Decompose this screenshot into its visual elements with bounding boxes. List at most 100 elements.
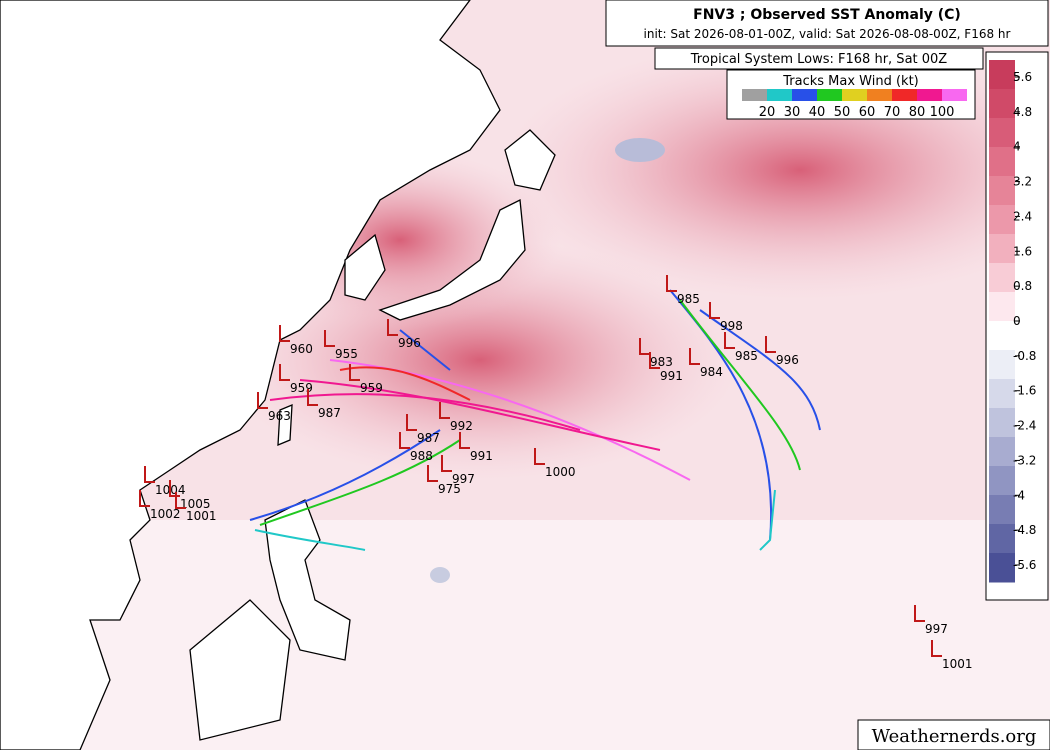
- colorbar-label: 1.6: [1013, 244, 1032, 258]
- anomaly-cool: [615, 138, 665, 162]
- korea: [344, 233, 386, 301]
- low-marker: [724, 332, 735, 349]
- low-label: 988: [410, 449, 433, 463]
- low-marker: [399, 432, 410, 449]
- low-marker: [324, 330, 335, 347]
- wind-label: 40: [809, 105, 826, 120]
- wind-swatch: [917, 89, 942, 101]
- wind-legend: 20 30 40 50 60 70 80 100: [742, 89, 967, 120]
- philippines: [264, 499, 351, 661]
- colorbar-swatch: [989, 176, 1015, 206]
- low-marker: [144, 466, 155, 483]
- low-label: 985: [735, 349, 758, 363]
- low-label: 1001: [942, 657, 973, 671]
- low-label: 998: [720, 319, 743, 333]
- header-box: [605, 0, 1049, 47]
- colorbar-label: -4: [1013, 488, 1025, 502]
- low-marker: [387, 319, 398, 336]
- colorbar-label: -0.8: [1013, 349, 1036, 363]
- low-label: 984: [700, 365, 723, 379]
- anomaly-cool: [430, 567, 450, 583]
- low-marker: [534, 448, 545, 465]
- low-marker: [307, 389, 318, 406]
- low-marker: [139, 490, 150, 507]
- low-label: 960: [290, 342, 313, 356]
- colorbar-label: -5.6: [1013, 558, 1036, 572]
- wind-label: 100: [930, 105, 955, 120]
- wind-swatch: [867, 89, 892, 101]
- colorbar-swatch: [989, 60, 1015, 90]
- title: FNV3 ; Observed SST Anomaly (C): [693, 7, 961, 23]
- low-label: 959: [290, 381, 313, 395]
- low-label: 991: [470, 449, 493, 463]
- low-marker: [459, 432, 470, 449]
- low-label: 985: [677, 292, 700, 306]
- colorbar-swatch: [989, 437, 1015, 467]
- colorbar-label: 3.2: [1013, 175, 1032, 189]
- colorbar-swatch: [989, 263, 1015, 293]
- watermark: Weathernerds.org: [872, 726, 1037, 747]
- colorbar-swatch: [989, 292, 1015, 322]
- colorbar-label: 4.8: [1013, 105, 1032, 119]
- wind-swatch: [792, 89, 817, 101]
- colorbar-swatch: [989, 205, 1015, 235]
- wind-label: 80: [909, 105, 926, 120]
- low-label: 975: [438, 482, 461, 496]
- low-marker: [257, 392, 268, 409]
- mainland: [0, 0, 501, 751]
- japan: [378, 198, 526, 321]
- wind-swatch: [942, 89, 967, 101]
- low-marker: [649, 352, 660, 369]
- track: [759, 489, 776, 551]
- land: [0, 0, 556, 751]
- colorbar-label: 5.6: [1013, 70, 1032, 84]
- wind-swatch: [842, 89, 867, 101]
- taiwan: [277, 404, 293, 446]
- track: [299, 379, 661, 451]
- colorbar-swatch: [989, 466, 1015, 496]
- colorbar-label: 4: [1013, 140, 1021, 154]
- low-marker: [765, 336, 776, 353]
- track: [399, 329, 451, 371]
- colorbar-label: 0: [1013, 314, 1021, 328]
- track: [259, 439, 461, 526]
- colorbar-swatch: [989, 495, 1015, 525]
- wind-label: 70: [884, 105, 901, 120]
- low-label: 1002: [150, 507, 181, 521]
- low-label: 1005: [180, 497, 211, 511]
- wind-legend-title: Tracks Max Wind (kt): [782, 74, 919, 89]
- track: [249, 429, 441, 521]
- low-marker: [406, 414, 417, 431]
- low-label: 955: [335, 347, 358, 361]
- colorbar-swatch: [989, 524, 1015, 554]
- low-marker: [666, 275, 677, 292]
- low-label: 996: [776, 353, 799, 367]
- low-label: 991: [660, 369, 683, 383]
- low-label: 997: [925, 622, 948, 636]
- track: [269, 393, 581, 431]
- wind-label: 20: [759, 105, 776, 120]
- low-label: 987: [318, 406, 341, 420]
- low-label: 997: [452, 472, 475, 486]
- lows-title: Tropical System Lows: F168 hr, Sat 00Z: [690, 52, 948, 67]
- low-marker: [279, 325, 290, 342]
- colorbar-swatch: [989, 147, 1015, 177]
- low-marker: [441, 455, 452, 472]
- low-marker: [689, 348, 700, 365]
- wind-swatch: [767, 89, 792, 101]
- low-label: 987: [417, 431, 440, 445]
- colorbar-label: 2.4: [1013, 209, 1032, 223]
- ocean-tropics: [0, 520, 1050, 750]
- colorbar-swatch: [989, 553, 1015, 583]
- wind-swatch: [892, 89, 917, 101]
- track: [679, 299, 801, 471]
- colorbar-label: -1.6: [1013, 384, 1036, 398]
- low-marker: [639, 338, 650, 355]
- borneo: [189, 599, 291, 741]
- low-marker: [439, 402, 450, 419]
- wind-label: 50: [834, 105, 851, 120]
- colorbar-swatch: [989, 379, 1015, 409]
- low-label: 959: [360, 381, 383, 395]
- low-marker: [175, 492, 186, 509]
- colorbar-label: 0.8: [1013, 279, 1032, 293]
